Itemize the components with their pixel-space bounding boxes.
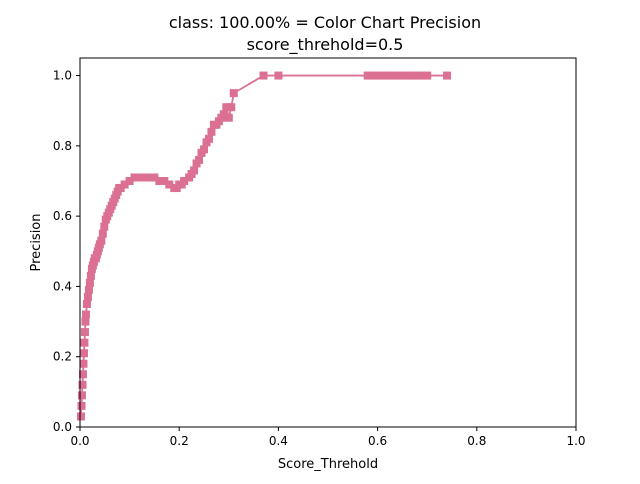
data-point-marker [403,71,412,80]
data-point-marker [98,229,107,238]
data-point-marker [79,349,88,358]
data-point-marker [125,177,134,185]
data-point-marker [83,292,92,301]
x-axis: 0.0 0.2 0.4 0.6 0.8 1.0 [70,427,586,448]
data-point-marker [363,71,372,80]
chart-subtitle: score_threhold=0.5 [247,35,404,55]
data-point-marker [85,278,94,287]
data-point-marker [373,71,382,80]
data-point-marker [207,127,216,136]
data-point-marker [190,166,199,175]
data-point-marker [393,71,402,80]
data-point-marker [413,71,422,80]
data-point-marker [78,370,87,379]
data-point-marker [86,271,95,280]
data-point-marker [219,110,228,119]
precision-line [80,74,448,417]
data-point-marker [224,113,233,122]
chart-title: class: 100.00% = Color Chart Precision [169,13,481,32]
x-axis-label: Score_Threhold [278,457,378,472]
data-point-marker [195,155,204,164]
data-point-marker [140,173,149,182]
plot-area [76,71,452,421]
y-tick-label: 0.4 [53,279,72,293]
data-point-marker [274,71,283,80]
data-point-marker [77,391,86,400]
data-point-marker [200,145,208,154]
x-tick-label: 1.0 [566,434,585,448]
data-point-marker [76,412,85,421]
y-tick-label: 0.2 [53,350,72,364]
data-point-marker [368,71,377,80]
data-point-marker [180,177,189,185]
axes-frame [79,57,577,428]
y-axis-label: Precision [29,213,44,271]
data-point-marker [229,89,238,98]
data-point-marker [80,338,89,347]
data-point-marker [398,71,407,80]
data-point-marker [160,177,169,185]
x-tick-label: 0.6 [368,434,387,448]
data-point-marker [81,317,90,326]
data-point-marker [80,328,89,337]
data-point-marker [130,173,139,182]
y-axis: 0.0 0.2 0.4 0.6 0.8 1.0 [53,69,80,434]
data-point-marker [443,71,452,80]
x-tick-label: 0.0 [70,434,89,448]
y-tick-label: 1.0 [53,69,72,83]
data-point-marker [378,71,387,80]
data-point-marker [388,71,397,80]
y-tick-label: 0.6 [53,209,72,223]
x-tick-label: 0.8 [467,434,486,448]
data-point-marker [77,401,86,410]
data-point-marker [423,71,432,80]
data-point-marker [204,134,213,143]
data-point-marker [227,103,236,112]
data-point-marker [383,71,392,80]
data-point-marker [222,103,231,112]
data-point-marker [82,300,91,308]
data-point-marker [81,310,90,319]
data-point-marker [155,177,164,185]
data-point-marker [165,180,174,189]
data-point-marker [120,180,129,189]
data-point-marker [97,236,106,245]
data-point-marker [79,359,88,368]
data-point-marker [259,71,268,80]
y-tick-label: 0.8 [53,139,72,153]
data-point-marker [150,173,159,182]
data-point-marker [84,285,93,294]
y-tick-label: 0.0 [53,420,72,434]
data-point-marker [135,173,144,182]
data-point-marker [78,380,87,389]
x-tick-label: 0.2 [170,434,189,448]
data-point-marker [100,222,109,231]
data-point-marker [408,71,417,80]
data-point-marker [145,173,154,182]
x-tick-label: 0.4 [269,434,288,448]
data-point-marker [418,71,427,80]
